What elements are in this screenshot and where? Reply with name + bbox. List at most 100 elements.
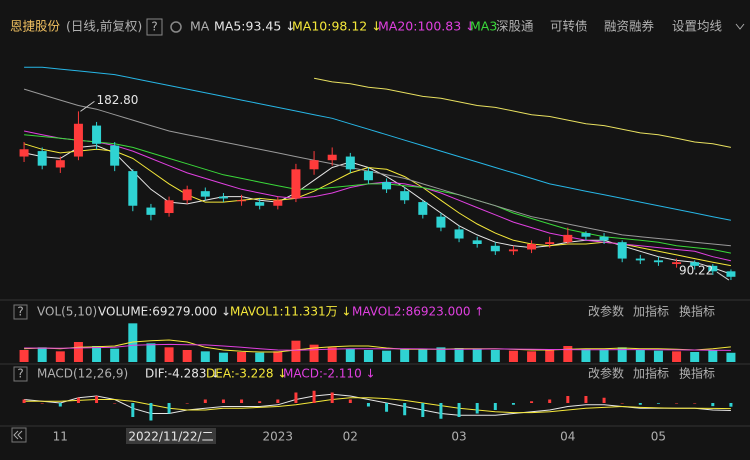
macd-bar [294,392,298,403]
macd-bar [548,399,552,403]
pane-button[interactable]: 改参数 [588,304,624,319]
pane-button[interactable]: 换指标 [679,304,715,319]
legend-entry: VOLUME:69279.000 ↓ [98,305,231,319]
volume-bar [508,350,518,362]
line [24,339,731,353]
candle-body [146,207,156,215]
candle-body [563,234,573,243]
macd-bar [240,399,244,403]
candle-body [599,236,609,241]
candle-body [345,156,355,170]
candle-body [527,243,537,250]
macd-bar [638,403,642,405]
candle-body [726,271,736,277]
volume-bar [255,352,265,362]
macd-bar [348,399,352,403]
candle-body [273,200,283,206]
settings-icon[interactable] [170,21,182,33]
volume-bar [55,351,65,362]
macd-bar [40,403,44,404]
scroll-icon[interactable] [13,430,23,440]
pane-title: VOL(5,10) [37,305,97,319]
help[interactable]: ? [17,305,23,319]
scroll-button[interactable] [11,427,27,443]
volume-bar [472,349,482,362]
volume-bar [581,348,591,362]
macd-bar [330,392,334,403]
help[interactable]: ? [151,20,157,34]
pane-button[interactable]: 换指标 [679,366,715,381]
macd-bar [602,397,606,403]
macd-bar [620,403,624,404]
candle-body [309,160,319,170]
volume-bar [146,343,156,362]
candle-body [508,249,518,252]
volume-bar [527,351,537,362]
x-tick-label: 04 [560,430,575,444]
volume-bar [19,350,29,362]
line [24,343,731,351]
macd-bar [693,403,697,404]
tab[interactable]: 可转债 [550,19,588,34]
macd-bar [113,403,117,404]
candle-body [291,169,301,199]
dropdown-arrow[interactable] [735,23,745,30]
help-box[interactable] [13,366,28,382]
line [24,66,731,221]
x-tick-label: 02 [343,430,358,444]
line [313,77,731,148]
tab[interactable]: 深股通 [496,19,534,34]
help[interactable]: ? [17,367,23,381]
candle-body [327,154,337,161]
legend-entry: MA3 [470,19,497,34]
candle-body [635,258,645,261]
candle-body [218,196,228,199]
volume-bar [237,352,247,362]
legend-entry: MAVOL1:11.331万 ↓ [230,305,351,319]
macd-bar [276,399,280,403]
legend-entry: MA10:98.12 ↓ [292,19,382,34]
volume-bar [436,347,446,362]
macd-bar [711,403,715,407]
volume-bar [92,346,102,362]
stock-name[interactable]: 恩捷股份 [10,19,61,34]
tab[interactable]: 融资融券 [604,19,655,34]
volume-bar [708,350,718,362]
candle-body [418,202,428,215]
candle-body [545,242,555,244]
candle-body [400,191,410,201]
macd-bar [258,401,262,403]
macd-bar [566,396,570,403]
macd-bar [675,403,679,404]
pane-button[interactable]: 改参数 [588,366,624,381]
candle-body [110,145,120,166]
help-box[interactable] [13,304,28,320]
tab[interactable]: 设置均线 [672,19,723,34]
volume-bar [110,348,120,362]
macd-bar [149,403,153,421]
volume-bar [182,350,192,362]
x-tick-label: 2023 [263,430,294,444]
volume-bar [164,347,174,362]
volume-bar [617,347,627,362]
legend-entry: MA5:93.45 ↓ [214,19,296,34]
macd-bar [729,403,733,407]
help-box[interactable] [146,18,163,36]
macd-bar [221,399,225,403]
candle-body [472,240,482,244]
candle-body [37,151,47,166]
pane-button[interactable]: 加指标 [633,366,669,381]
volume-bar [545,350,555,362]
candle-body [653,260,663,263]
volume-bar [73,342,83,362]
macd-bar [167,403,171,414]
macd-bar [403,403,407,416]
volume-bar [327,347,337,362]
volume-bar [363,350,373,362]
pane-title: MACD(12,26,9) [37,367,128,381]
candle-body [182,189,192,201]
macd-bar [312,390,316,403]
pane-button[interactable]: 加指标 [633,304,669,319]
volume-bar [309,344,319,362]
